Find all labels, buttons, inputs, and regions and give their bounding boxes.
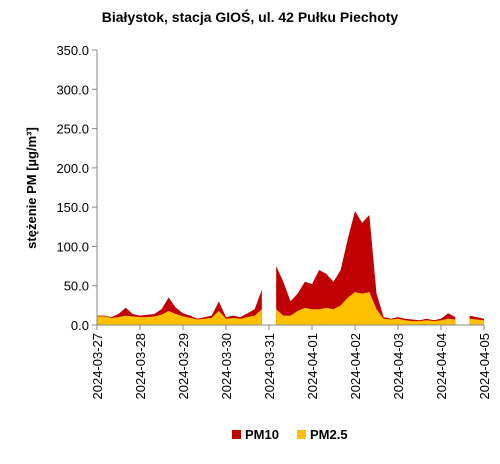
- x-tick-label: 2024-04-03: [391, 333, 406, 400]
- legend-swatch: [232, 430, 241, 439]
- x-tick-label: 2024-04-04: [434, 333, 449, 400]
- y-tick-label: 150.0: [56, 200, 89, 215]
- y-tick-label: 100.0: [56, 239, 89, 254]
- y-axis-label: stężenie PM [µg/m³]: [24, 127, 39, 249]
- area: [97, 211, 484, 325]
- x-tick-label: 2024-03-27: [90, 333, 105, 400]
- x-tick-label: 2024-03-30: [219, 333, 234, 400]
- y-tick-label: 350.0: [56, 43, 89, 58]
- x-tick-label: 2024-04-05: [477, 333, 492, 400]
- y-tick-label: 0.0: [71, 318, 89, 333]
- chart-title: Białystok, stacja GIOŚ, ul. 42 Pułku Pie…: [102, 8, 399, 25]
- x-tick-label: 2024-03-28: [133, 333, 148, 400]
- x-tick-label: 2024-04-01: [305, 333, 320, 400]
- y-tick-label: 200.0: [56, 161, 89, 176]
- legend-label: PM10: [245, 427, 279, 442]
- y-tick-label: 50.0: [64, 279, 89, 294]
- x-tick-label: 2024-03-31: [262, 333, 277, 400]
- legend-swatch: [297, 430, 306, 439]
- area: [97, 292, 484, 325]
- y-tick-label: 250.0: [56, 122, 89, 137]
- legend-label: PM2.5: [310, 427, 348, 442]
- x-tick-label: 2024-04-02: [348, 333, 363, 400]
- y-tick-label: 300.0: [56, 82, 89, 97]
- x-tick-label: 2024-03-29: [176, 333, 191, 400]
